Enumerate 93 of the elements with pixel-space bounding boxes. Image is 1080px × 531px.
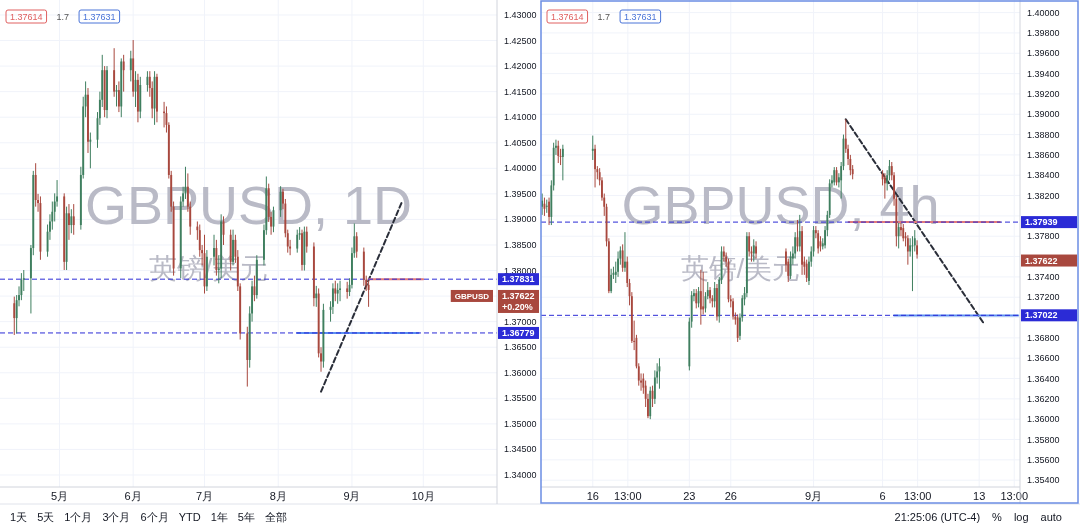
y-tick-label: 1.37200 (1027, 292, 1060, 303)
candlestick (122, 54, 125, 93)
x-tick-label: 23 (683, 490, 696, 502)
y-tick-label: 1.34500 (504, 444, 537, 455)
x-tick-label: 5月 (50, 490, 69, 502)
y-tick-label: 1.35600 (1027, 454, 1060, 465)
y-tick-label: 1.35400 (1027, 475, 1060, 486)
candlestick (87, 87, 89, 154)
y-tick-label: 1.36800 (1027, 332, 1060, 343)
text: auto (1040, 511, 1062, 523)
y-tick-label: 1.39000 (504, 214, 537, 225)
y-tick-label: 1.37400 (1027, 271, 1060, 282)
x-tick-label: 13:00 (614, 490, 642, 502)
y-tick-label: 1.36200 (1027, 393, 1060, 404)
y-tick-label: 1.39800 (1027, 27, 1060, 38)
x-tick-label: 6 (879, 490, 886, 502)
annotation: 1.37614 (551, 12, 584, 22)
annotation: GBPUSD (454, 291, 490, 301)
y-tick-label: 1.36600 (1027, 353, 1060, 364)
x-tick-label: 6月 (124, 490, 142, 502)
x-tick-label: 13:00 (1000, 490, 1029, 502)
text: 6个月 (140, 511, 169, 523)
annotation: 1.7 (597, 12, 611, 22)
y-tick-label: 1.43000 (504, 9, 537, 20)
candlestick (301, 229, 303, 272)
annotation: 1.7 (56, 12, 70, 22)
y-tick-label: 1.34000 (504, 469, 537, 480)
x-tick-label: 16 (586, 490, 599, 502)
text: YTD (178, 511, 201, 523)
y-tick-label: 1.39600 (1027, 48, 1060, 59)
annotation: 1.37614 (10, 12, 43, 22)
y-tick-label: 1.38400 (1027, 170, 1060, 181)
y-tick-label: 1.37000 (504, 316, 537, 327)
text: 1年 (210, 511, 228, 523)
y-tick-label: 1.38600 (1027, 149, 1060, 160)
text: 21:25:06 (UTC-4) (894, 511, 981, 523)
text: +0.20% (502, 301, 533, 312)
y-tick-label: 1.39400 (1027, 68, 1060, 79)
y-tick-label: 1.42000 (504, 61, 537, 72)
x-tick-label: 7月 (195, 490, 214, 502)
x-tick-label: 13 (973, 490, 986, 502)
ref-line-label: 1.37831 (502, 274, 535, 285)
text: log (1013, 511, 1029, 523)
y-tick-label: 1.38800 (1027, 129, 1060, 140)
y-tick-label: 1.41000 (504, 112, 537, 123)
y-tick-label: 1.36000 (1027, 414, 1060, 425)
y-tick-label: 1.35800 (1027, 434, 1060, 445)
ref-line-label: 1.37022 (1025, 310, 1058, 321)
y-tick-label: 1.41500 (504, 86, 537, 97)
text: 3个月 (102, 511, 131, 523)
candlestick (296, 229, 299, 254)
y-tick-label: 1.40000 (504, 163, 537, 174)
candlestick (89, 132, 92, 169)
ref-line-label: 1.36779 (502, 327, 535, 338)
y-tick-label: 1.39000 (1027, 109, 1060, 120)
text: 1.37622 (1025, 255, 1058, 266)
y-tick-label: 1.38000 (504, 265, 537, 276)
y-tick-label: 1.36000 (504, 367, 537, 378)
y-tick-label: 1.39200 (1027, 88, 1060, 99)
candlestick (367, 280, 370, 308)
annotation: 1.37631 (83, 12, 116, 22)
y-tick-label: 1.42500 (504, 35, 537, 46)
text: 全部 (264, 511, 287, 523)
candlestick (336, 282, 339, 305)
x-tick-label: 10月 (411, 490, 435, 502)
y-tick-label: 1.40000 (1027, 7, 1060, 18)
y-tick-label: 1.39500 (504, 188, 537, 199)
x-tick-label: 8月 (269, 490, 287, 502)
y-tick-label: 1.35000 (504, 418, 537, 429)
candlestick (156, 73, 158, 123)
y-tick-label: 1.38500 (504, 239, 537, 250)
x-tick-label: 9月 (805, 490, 823, 502)
ref-line-label: 1.37939 (1025, 217, 1058, 228)
text: % (992, 511, 1003, 523)
text: 1个月 (64, 511, 93, 523)
text: 1.37622 (502, 290, 535, 301)
candlestick (129, 50, 132, 82)
y-tick-label: 1.38200 (1027, 190, 1060, 201)
candlestick (339, 280, 341, 302)
x-tick-label: 26 (724, 490, 737, 502)
y-tick-label: 1.36500 (504, 342, 537, 353)
text: 5年 (237, 511, 255, 523)
y-tick-label: 1.35500 (504, 393, 537, 404)
candlestick (72, 203, 75, 236)
text: 1天 (10, 511, 28, 523)
candlestick (146, 70, 149, 93)
y-tick-label: 1.36400 (1027, 373, 1060, 384)
y-tick-label: 1.40500 (504, 137, 537, 148)
x-tick-label: 9月 (343, 490, 361, 502)
x-tick-label: 13:00 (903, 490, 932, 502)
text: 5天 (37, 511, 55, 523)
annotation: 1.37631 (624, 12, 657, 22)
y-tick-label: 1.37800 (1027, 231, 1060, 242)
